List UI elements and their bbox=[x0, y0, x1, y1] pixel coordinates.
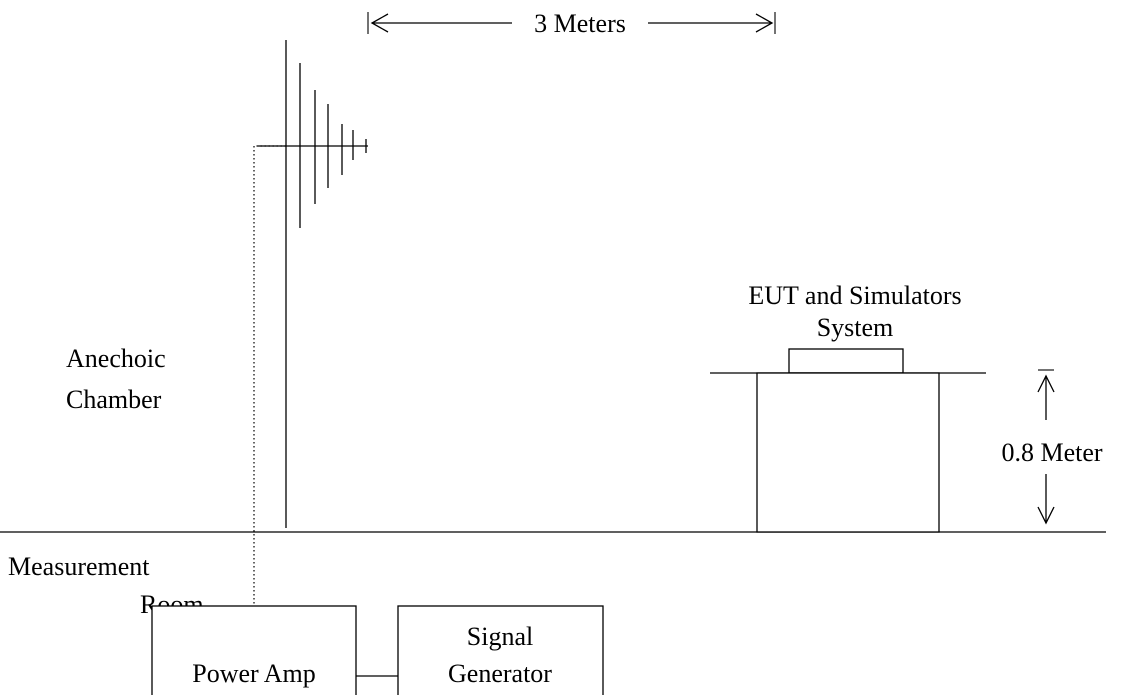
chamber-label-line2: Chamber bbox=[66, 385, 162, 414]
power-amp-label: Power Amp bbox=[192, 659, 316, 688]
signal-generator-label-line2: Generator bbox=[448, 659, 552, 688]
distance-label: 3 Meters bbox=[534, 9, 626, 38]
power-amp-box bbox=[151, 605, 357, 695]
eut-device bbox=[788, 348, 904, 374]
antenna-cable bbox=[253, 145, 286, 606]
height-indicator: 0.8 Meter bbox=[1001, 369, 1103, 525]
antenna bbox=[258, 40, 368, 528]
distance-right-arrowhead bbox=[755, 13, 774, 33]
height-down-arrowhead bbox=[1037, 506, 1055, 525]
signal-generator-box bbox=[397, 605, 604, 695]
chamber-label-line1: Anechoic bbox=[66, 344, 166, 373]
eut-table: EUT and Simulators System bbox=[710, 281, 986, 533]
eut-label-line2: System bbox=[817, 313, 894, 342]
eut-label-line1: EUT and Simulators bbox=[748, 281, 961, 310]
room-label-line1: Measurement bbox=[8, 552, 150, 581]
signal-generator-label-line1: Signal bbox=[467, 622, 533, 651]
distance-indicator: 3 Meters bbox=[367, 9, 776, 38]
height-label: 0.8 Meter bbox=[1001, 438, 1102, 467]
height-up-arrowhead bbox=[1037, 374, 1055, 393]
distance-left-arrowhead bbox=[370, 13, 389, 33]
table-body bbox=[756, 372, 940, 533]
